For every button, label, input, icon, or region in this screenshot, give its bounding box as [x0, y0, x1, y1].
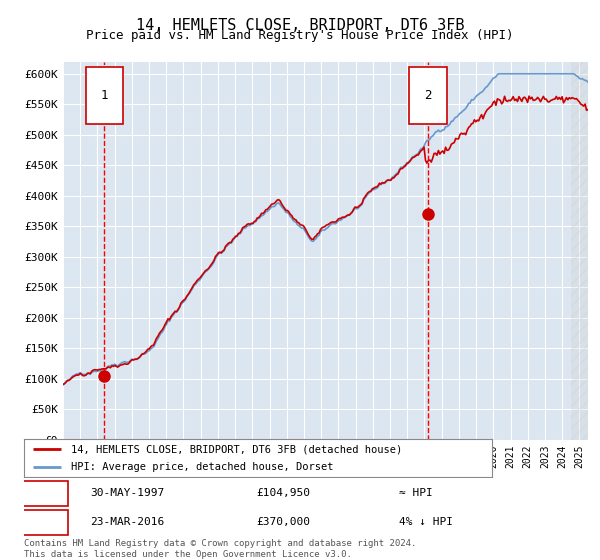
- Text: 2: 2: [425, 89, 432, 102]
- Text: ≈ HPI: ≈ HPI: [400, 488, 433, 498]
- Text: 14, HEMLETS CLOSE, BRIDPORT, DT6 3FB (detached house): 14, HEMLETS CLOSE, BRIDPORT, DT6 3FB (de…: [71, 444, 402, 454]
- FancyBboxPatch shape: [86, 67, 124, 124]
- FancyBboxPatch shape: [21, 480, 68, 506]
- Text: HPI: Average price, detached house, Dorset: HPI: Average price, detached house, Dors…: [71, 462, 334, 472]
- Text: 2: 2: [41, 516, 49, 529]
- Text: 1: 1: [101, 89, 108, 102]
- Text: 4% ↓ HPI: 4% ↓ HPI: [400, 517, 454, 528]
- Text: 1: 1: [41, 487, 49, 500]
- FancyBboxPatch shape: [409, 67, 447, 124]
- Text: Price paid vs. HM Land Registry's House Price Index (HPI): Price paid vs. HM Land Registry's House …: [86, 29, 514, 42]
- Text: £104,950: £104,950: [256, 488, 310, 498]
- FancyBboxPatch shape: [21, 510, 68, 535]
- Bar: [571, 62, 588, 440]
- Text: 30-MAY-1997: 30-MAY-1997: [90, 488, 164, 498]
- Text: 23-MAR-2016: 23-MAR-2016: [90, 517, 164, 528]
- Text: 14, HEMLETS CLOSE, BRIDPORT, DT6 3FB: 14, HEMLETS CLOSE, BRIDPORT, DT6 3FB: [136, 18, 464, 33]
- Text: £370,000: £370,000: [256, 517, 310, 528]
- Text: Contains HM Land Registry data © Crown copyright and database right 2024.
This d: Contains HM Land Registry data © Crown c…: [24, 539, 416, 559]
